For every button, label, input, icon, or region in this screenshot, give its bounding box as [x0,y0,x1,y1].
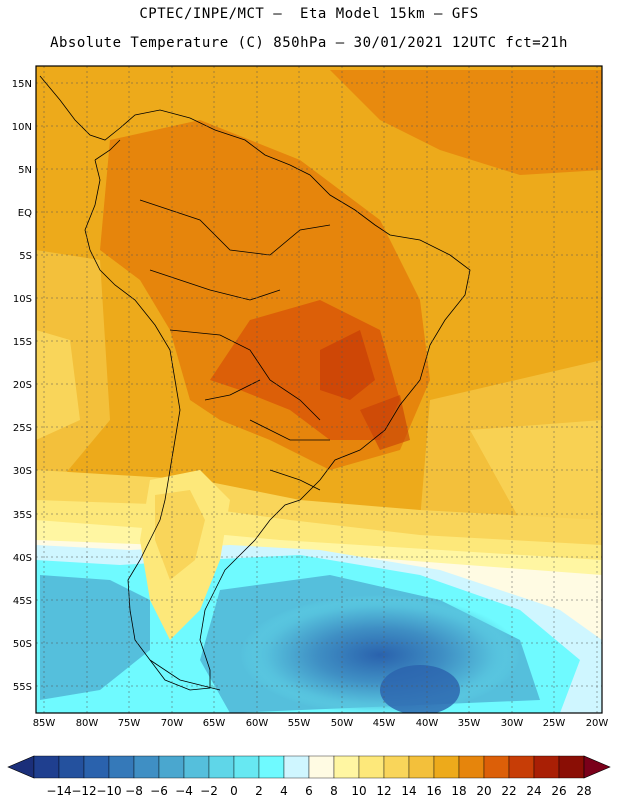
colorbar-label: 6 [305,784,313,798]
chart-title-line-1: CPTEC/INPE/MCT – Eta Model 15km – GFS [139,6,479,22]
colorbar-label: 18 [451,784,466,798]
lon-label: 70W [161,718,184,729]
colorbar-label: 26 [551,784,566,798]
lat-label: 55S [13,682,32,693]
chart-title-line-2: Absolute Temperature (C) 850hPa – 30/01/… [50,35,568,51]
colorbar-label: 24 [526,784,541,798]
map-frame [35,65,603,714]
colorbar-max-arrow [583,755,611,779]
lon-label: 25W [543,718,566,729]
colorbar-label: 16 [426,784,441,798]
lat-label: 15S [13,337,32,348]
colorbar-swatch [308,755,335,779]
lat-label: 35S [13,510,32,521]
lon-label: 85W [33,718,56,729]
lon-label: 80W [76,718,99,729]
lon-label: 30W [501,718,524,729]
lat-label: 45S [13,596,32,607]
temperature-field [36,66,602,713]
colorbar-swatch [483,755,510,779]
lat-label: 5S [19,251,32,262]
lat-label: 25S [13,423,32,434]
colorbar-swatch [208,755,235,779]
colorbar-label: 28 [576,784,591,798]
colorbar-swatch [133,755,160,779]
colorbar-swatch [33,755,60,779]
colorbar-label: −6 [150,784,168,798]
colorbar-swatch [358,755,385,779]
colorbar-label: 4 [280,784,288,798]
lon-label: 65W [203,718,226,729]
latitude-labels: 15N 10N 5N EQ 5S 10S 15S 20S 25S 30S 35S… [12,79,32,693]
colorbar-swatch [283,755,310,779]
colorbar-label: −12 [71,784,96,798]
lat-label: 10N [12,122,32,133]
lon-label: 75W [118,718,141,729]
colorbar-label: 8 [330,784,338,798]
lat-label: 20S [13,380,32,391]
colorbar-swatch [158,755,185,779]
colorbar-swatch [183,755,210,779]
lat-label: 40S [13,553,32,564]
lat-label: 50S [13,639,32,650]
lon-label: 60W [246,718,269,729]
colorbar-min-arrow [7,755,35,779]
colorbar-swatch [108,755,135,779]
colorbar-label: −10 [96,784,121,798]
colorbar-swatch [433,755,460,779]
lat-label: 5N [18,165,32,176]
colorbar-label: −14 [46,784,71,798]
colorbar-swatch [458,755,485,779]
colorbar-label: 22 [501,784,516,798]
colorbar-swatch [83,755,110,779]
colorbar-swatch [383,755,410,779]
graticule [36,66,602,713]
lat-label: 30S [13,466,32,477]
colorbar-label: −2 [200,784,218,798]
colorbar-swatch [408,755,435,779]
colorbar-label: 20 [476,784,491,798]
colorbar-label: 12 [376,784,391,798]
colorbar-label: 0 [230,784,238,798]
colorbar-label: 14 [401,784,416,798]
lon-label: 45W [373,718,396,729]
coastlines [39,75,471,691]
colorbar-swatch [508,755,535,779]
colorbar-swatch [258,755,285,779]
colorbar-swatch [58,755,85,779]
colorbar-label: −4 [175,784,193,798]
lon-label: 20W [586,718,609,729]
colorbar-swatch [333,755,360,779]
colorbar-label: −8 [125,784,143,798]
colorbar-swatch [533,755,560,779]
lon-label: 40W [416,718,439,729]
lat-label: 10S [13,294,32,305]
lat-label: EQ [18,208,32,219]
lon-label: 35W [458,718,481,729]
lon-label: 55W [288,718,311,729]
colorbar-label: 10 [351,784,366,798]
lat-label: 15N [12,79,32,90]
colorbar-label: 2 [255,784,263,798]
lon-label: 50W [331,718,354,729]
colorbar-swatch [233,755,260,779]
colorbar: −14 −12 −10 −8 −6 −4 −2 0 2 4 6 8 10 12 14 16 18 20 22 24 26… [7,755,611,798]
colorbar-swatch [558,755,585,779]
longitude-labels: 85W 80W 75W 70W 65W 60W 55W 50W 45W 40W … [33,718,609,729]
